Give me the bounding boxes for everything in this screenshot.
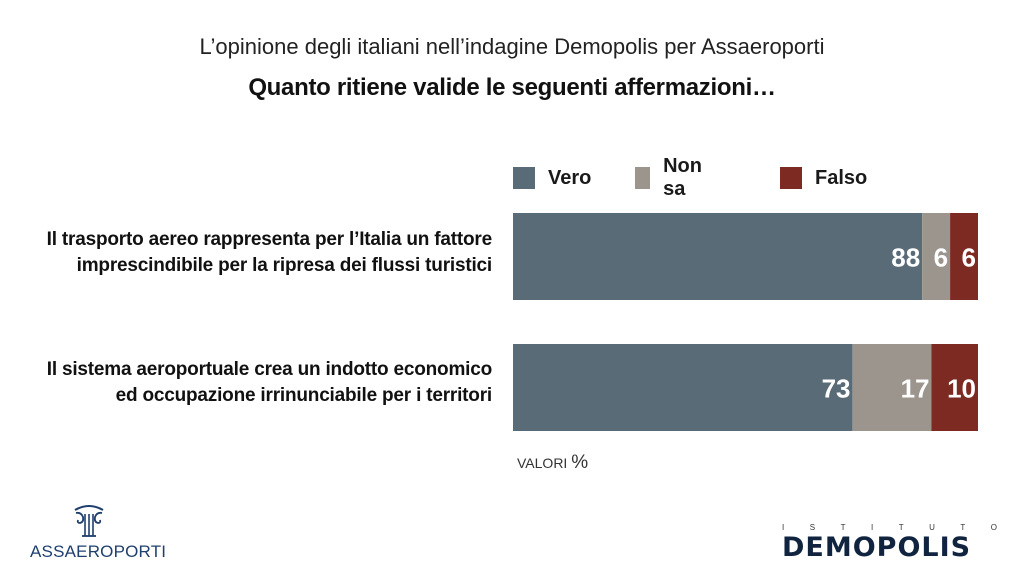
data-label-falso-row-1: 6 — [962, 243, 976, 273]
data-label-vero-row-1: 88 — [891, 243, 920, 273]
bar-falso-row-2 — [931, 344, 978, 431]
tagline-letter: I — [782, 523, 785, 532]
values-note-unit: % — [571, 452, 589, 473]
data-label-non-sa-row-1: 6 — [934, 243, 948, 273]
legend-label-falso: Falso — [815, 166, 868, 189]
assaeroporti-logo-text: ASSAEROPORTI — [30, 542, 167, 561]
row-label-1-line-1: Il trasporto aereo rappresenta per l’Ita… — [46, 229, 493, 250]
values-note: VALORI % — [517, 452, 588, 474]
legend-swatch-vero — [513, 167, 535, 189]
tagline-letter: T — [840, 523, 846, 532]
bar-vero-row-1 — [513, 213, 923, 300]
data-label-non-sa-row-2: 17 — [901, 374, 930, 404]
legend-item-vero: Vero — [513, 166, 591, 190]
legend-item-non-sa: Non sa — [635, 155, 709, 200]
legend-label-non-sa: Non sa — [663, 155, 702, 200]
legend-item-falso: Falso — [780, 166, 867, 190]
row-label-2-line-1: Il sistema aeroportuale crea un indotto … — [46, 359, 492, 380]
legend-label-vero: Vero — [548, 166, 592, 189]
bar-falso-row-1 — [950, 213, 978, 300]
bar-vero-row-2 — [513, 344, 853, 431]
legend-swatch-non-sa — [635, 167, 651, 189]
demopolis-logo-text: DEMOPOLIS — [782, 532, 972, 563]
tagline-letter: T — [898, 523, 904, 532]
tagline-letter: T — [960, 523, 966, 532]
bar-non-sa-row-1 — [922, 213, 951, 300]
values-note-text: VALORI — [517, 455, 568, 471]
row-label-2-line-2: ed occupazione irrinunciabile per i terr… — [115, 385, 493, 406]
tagline-letter: U — [929, 523, 935, 532]
row-label-1: Il trasporto aereo rappresenta per l’Ita… — [12, 227, 493, 279]
chart-title: Quanto ritiene valide le seguenti afferm… — [248, 74, 776, 101]
tagline-letter: S — [809, 523, 816, 532]
row-label-2: Il sistema aeroportuale crea un indotto … — [12, 357, 492, 409]
data-label-vero-row-2: 73 — [822, 374, 851, 404]
tagline-letter: O — [990, 523, 997, 532]
tagline-letter: I — [870, 523, 874, 532]
data-label-falso-row-2: 10 — [947, 374, 976, 404]
legend-swatch-falso — [780, 167, 802, 189]
row-label-1-line-2: imprescindibile per la ripresa dei fluss… — [76, 255, 493, 276]
chart-subtitle: L’opinione degli italiani nell’indagine … — [199, 34, 825, 59]
bar-non-sa-row-2 — [852, 344, 932, 431]
column-capital-icon — [74, 505, 104, 537]
